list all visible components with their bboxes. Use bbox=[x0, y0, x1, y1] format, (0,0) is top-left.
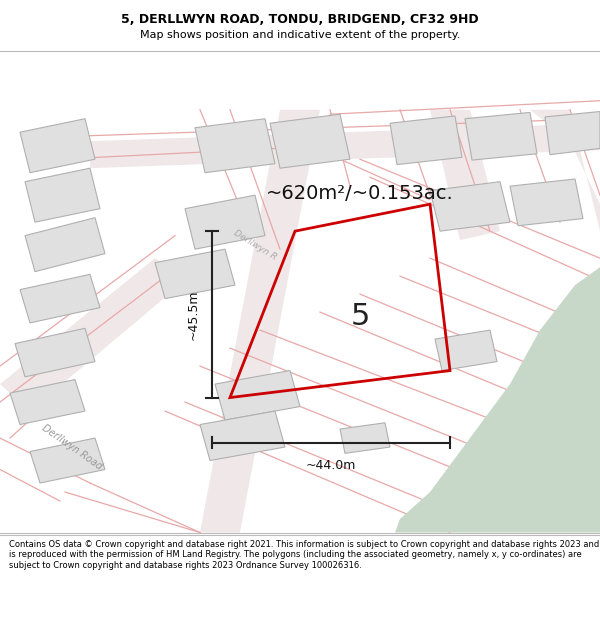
Polygon shape bbox=[200, 110, 320, 532]
Polygon shape bbox=[200, 411, 285, 461]
Text: 5, DERLLWYN ROAD, TONDU, BRIDGEND, CF32 9HD: 5, DERLLWYN ROAD, TONDU, BRIDGEND, CF32 … bbox=[121, 12, 479, 26]
Polygon shape bbox=[195, 119, 275, 172]
Text: Contains OS data © Crown copyright and database right 2021. This information is : Contains OS data © Crown copyright and d… bbox=[9, 540, 599, 570]
Polygon shape bbox=[545, 111, 600, 155]
Polygon shape bbox=[20, 274, 100, 323]
Text: ~44.0m: ~44.0m bbox=[306, 459, 356, 472]
Polygon shape bbox=[430, 110, 500, 240]
Polygon shape bbox=[430, 182, 510, 231]
Polygon shape bbox=[30, 438, 105, 483]
Polygon shape bbox=[510, 179, 583, 226]
Polygon shape bbox=[435, 330, 497, 371]
Polygon shape bbox=[90, 123, 600, 168]
Polygon shape bbox=[215, 371, 300, 420]
Polygon shape bbox=[270, 114, 350, 168]
Polygon shape bbox=[390, 116, 462, 164]
Polygon shape bbox=[25, 168, 100, 222]
Polygon shape bbox=[0, 258, 185, 411]
Text: Map shows position and indicative extent of the property.: Map shows position and indicative extent… bbox=[140, 30, 460, 40]
Polygon shape bbox=[340, 422, 390, 453]
Polygon shape bbox=[395, 267, 600, 532]
Text: ~620m²/~0.153ac.: ~620m²/~0.153ac. bbox=[266, 184, 454, 203]
Polygon shape bbox=[10, 379, 85, 424]
Polygon shape bbox=[15, 328, 95, 377]
Polygon shape bbox=[530, 110, 600, 231]
Text: 5: 5 bbox=[350, 302, 370, 331]
Polygon shape bbox=[25, 217, 105, 272]
Polygon shape bbox=[155, 249, 235, 299]
Text: ~45.5m: ~45.5m bbox=[187, 289, 200, 339]
Text: Derllwyn R: Derllwyn R bbox=[232, 228, 278, 261]
Polygon shape bbox=[185, 195, 265, 249]
Text: Derllwyn Road: Derllwyn Road bbox=[40, 422, 104, 471]
Polygon shape bbox=[465, 112, 537, 160]
Polygon shape bbox=[20, 119, 95, 172]
